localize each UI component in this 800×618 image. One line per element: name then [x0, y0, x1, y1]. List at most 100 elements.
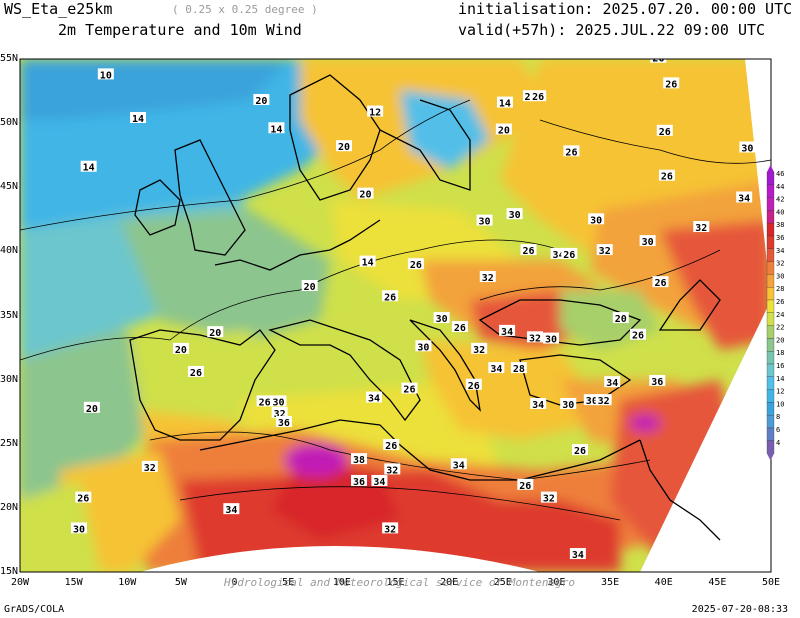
colorbar: 46 44 42 40 38 36 34 32 30 28 26 24 22 20 18 16 14 12 10 8 6…: [766, 165, 784, 461]
colorbar-label: 14: [776, 375, 784, 383]
svg-text:14: 14: [132, 114, 144, 125]
contour-label: 36: [649, 374, 666, 388]
contour-label: 30: [560, 397, 577, 411]
contour-label: 30: [270, 395, 287, 408]
svg-text:26: 26: [410, 260, 422, 271]
colorbar-bottom-arrow: [767, 453, 774, 461]
colorbar-swatch: [766, 389, 775, 403]
svg-text:34: 34: [373, 477, 385, 488]
colorbar-swatch: [766, 338, 775, 352]
lon-tick: 35E: [601, 577, 620, 588]
svg-text:26: 26: [454, 323, 466, 334]
svg-text:26: 26: [652, 54, 664, 65]
contour-label: 26: [382, 290, 399, 303]
colorbar-top-arrow: [767, 165, 774, 172]
colorbar-label: 38: [776, 221, 784, 229]
svg-text:14: 14: [83, 163, 95, 174]
svg-text:26: 26: [77, 494, 89, 505]
contour-label: 26: [663, 77, 680, 90]
colorbar-swatch: [766, 299, 775, 313]
svg-text:26: 26: [519, 481, 531, 492]
svg-text:32: 32: [144, 463, 156, 474]
contour-label: 34: [450, 458, 467, 471]
contour-label: 34: [550, 247, 567, 261]
contour-label: 20: [83, 401, 100, 415]
svg-text:20: 20: [86, 404, 98, 415]
contour-label: 26: [561, 247, 578, 261]
svg-text:36: 36: [353, 477, 365, 488]
contour-label: 26: [656, 124, 673, 138]
svg-text:10: 10: [100, 70, 112, 81]
svg-text:26: 26: [190, 368, 202, 379]
colorbar-label: 42: [776, 196, 784, 204]
contour-label: 36: [275, 415, 292, 429]
colorbar-label: 4: [776, 439, 780, 447]
lat-tick: 30N: [0, 373, 19, 385]
colorbar-label: 28: [776, 285, 784, 293]
svg-text:26: 26: [259, 397, 271, 408]
svg-text:30: 30: [562, 400, 574, 411]
contour-label: 26: [572, 444, 589, 457]
svg-text:14: 14: [270, 124, 282, 135]
contour-label: 32: [596, 244, 613, 257]
lon-tick: 10W: [118, 577, 137, 588]
contour-label: 26: [407, 258, 424, 271]
colorbar-label: 24: [776, 311, 784, 319]
colorbar-label: 44: [776, 183, 784, 191]
lat-tick: 50N: [0, 117, 19, 129]
lon-tick: 5E: [282, 577, 295, 588]
lon-tick: 25E: [493, 577, 512, 588]
svg-text:32: 32: [598, 396, 610, 407]
contour-label: 12: [367, 105, 384, 119]
lon-tick: 10E: [332, 577, 351, 588]
contour-label: 28: [510, 362, 527, 375]
lat-tick: 40N: [0, 245, 19, 257]
svg-text:30: 30: [545, 335, 557, 346]
svg-text:34: 34: [572, 550, 584, 561]
svg-text:34: 34: [368, 394, 380, 405]
colorbar-swatch: [766, 235, 775, 249]
colorbar-label: 40: [776, 208, 784, 216]
svg-text:26: 26: [661, 172, 673, 183]
svg-text:26: 26: [565, 147, 577, 158]
contour-label: 26: [629, 328, 646, 342]
contour-label: 38: [351, 453, 368, 466]
contour-label: 20: [357, 187, 374, 201]
svg-text:34: 34: [453, 460, 465, 471]
contour-label: 30: [543, 332, 560, 346]
colorbar-swatch: [766, 287, 775, 301]
lon-tick: 20W: [10, 577, 30, 588]
colorbar-label: 30: [776, 272, 784, 280]
contour-label: 32: [384, 463, 401, 476]
svg-text:20: 20: [615, 314, 627, 325]
contour-label: 20: [495, 123, 512, 137]
svg-text:20: 20: [209, 328, 221, 339]
colorbar-swatch: [766, 402, 775, 416]
lat-tick: 25N: [0, 437, 19, 449]
svg-text:30: 30: [590, 215, 602, 226]
svg-text:26: 26: [523, 246, 535, 257]
svg-text:26: 26: [468, 381, 480, 392]
svg-text:34: 34: [738, 194, 750, 205]
contour-label: 26: [658, 169, 675, 183]
colorbar-label: 18: [776, 349, 784, 357]
svg-text:32: 32: [482, 273, 494, 284]
contour-label: 30: [583, 394, 600, 407]
colorbar-swatch: [766, 197, 775, 211]
svg-text:14: 14: [499, 99, 511, 110]
svg-text:12: 12: [369, 108, 381, 119]
watermark: Hydrological and Meteorological service …: [224, 576, 575, 589]
lon-tick: 5W: [174, 577, 187, 588]
colorbar-swatch: [766, 274, 775, 288]
svg-text:34: 34: [606, 378, 618, 389]
contour-label: 32: [595, 394, 612, 407]
svg-text:2: 2: [524, 92, 530, 103]
lon-tick: 15E: [386, 577, 405, 588]
svg-text:30: 30: [509, 210, 521, 221]
contour-label: 14: [80, 160, 97, 174]
contour-label: 26: [451, 321, 468, 334]
contour-label: 34: [530, 397, 547, 411]
contour-label: 20: [301, 280, 318, 293]
